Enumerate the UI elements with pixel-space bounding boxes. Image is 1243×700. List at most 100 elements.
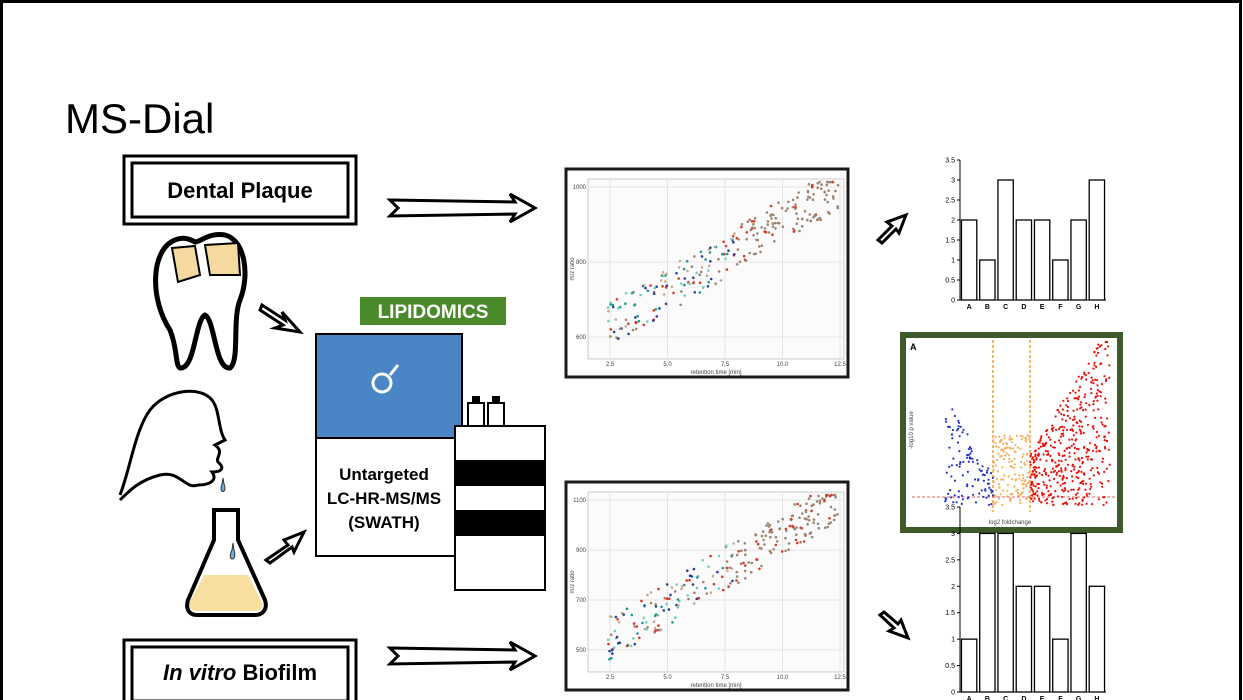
volcano-dot — [1054, 441, 1056, 443]
volcano-dot — [1071, 438, 1073, 440]
volcano-dot — [993, 461, 995, 463]
volcano-dot — [1018, 478, 1020, 480]
plot-dot — [828, 517, 831, 520]
plot-dot — [727, 249, 730, 252]
volcano-dot — [958, 425, 960, 427]
volcano-dot — [1013, 486, 1015, 488]
volcano-dot — [1033, 466, 1035, 468]
plot-dot — [775, 544, 778, 547]
volcano-dot — [994, 442, 996, 444]
plot-dot — [718, 555, 721, 558]
volcano-dot — [1104, 436, 1106, 438]
volcano-dot — [1075, 494, 1077, 496]
volcano-dot — [1083, 432, 1085, 434]
volcano-dot — [1081, 426, 1083, 428]
volcano-dot — [1017, 447, 1019, 449]
plot-dot — [709, 260, 712, 263]
plot-dot — [707, 269, 710, 272]
volcano-dot — [1020, 461, 1022, 463]
plot-dot — [806, 198, 809, 201]
volcano-dot — [1038, 498, 1040, 500]
plot-dot — [808, 183, 811, 186]
plot-dot — [654, 627, 657, 630]
volcano-dot — [988, 504, 990, 506]
volcano-dot — [1020, 467, 1022, 469]
volcano-dot — [1056, 474, 1058, 476]
volcano-dot — [1080, 401, 1082, 403]
volcano-dot — [1018, 474, 1020, 476]
plot-dot — [693, 602, 696, 605]
plot-dot — [710, 278, 713, 281]
plot-dot — [818, 527, 821, 530]
plot-dot — [795, 223, 798, 226]
volcano-dot — [1035, 475, 1037, 477]
bar — [1071, 220, 1086, 300]
plot-dot — [826, 184, 829, 187]
plot-dot — [757, 543, 760, 546]
volcano-dot — [1070, 470, 1072, 472]
plot-dot — [625, 325, 628, 328]
plot-dot — [735, 571, 738, 574]
volcano-dot — [961, 503, 963, 505]
plot-dot — [781, 518, 784, 521]
plot-dot — [751, 562, 754, 565]
volcano-dot — [1090, 381, 1092, 383]
plot-dot — [834, 514, 837, 517]
plot-dot — [699, 291, 702, 294]
plot-dot — [791, 525, 794, 528]
plot-dot — [753, 227, 756, 230]
volcano-dot — [980, 470, 982, 472]
volcano-dot — [1022, 474, 1024, 476]
plot-dot — [665, 303, 668, 306]
plot-dot — [632, 329, 635, 332]
plot-dot — [750, 571, 753, 574]
volcano-dot — [995, 445, 997, 447]
volcano-dot — [1015, 478, 1017, 480]
plot-dot — [617, 337, 620, 340]
volcano-dot — [1088, 363, 1090, 365]
plot-dot — [744, 577, 747, 580]
volcano-dot — [1097, 352, 1099, 354]
x-tick-label: 2.5 — [606, 362, 615, 368]
volcano-dot — [1009, 447, 1011, 449]
plot-dot — [833, 519, 836, 522]
plot-dot — [652, 319, 655, 322]
plot-dot — [702, 581, 705, 584]
plot-dot — [760, 226, 763, 229]
plot-dot — [649, 284, 652, 287]
volcano-dot — [1085, 402, 1087, 404]
volcano-dot — [962, 461, 964, 463]
plot-dot — [671, 621, 674, 624]
plot-dot — [777, 201, 780, 204]
volcano-dot — [1034, 498, 1036, 500]
volcano-dot — [972, 461, 974, 463]
plot-dot — [666, 284, 669, 287]
plot-dot — [717, 258, 720, 261]
volcano-dot — [1050, 445, 1052, 447]
plot-dot — [732, 542, 735, 545]
plot-dot — [813, 518, 816, 521]
volcano-dot — [1071, 445, 1073, 447]
x-tick-label: 12.5 — [834, 362, 846, 368]
volcano-dot — [957, 420, 959, 422]
y-tick-label: 1.5 — [945, 610, 955, 617]
plot-dot — [762, 539, 765, 542]
volcano-dot — [1036, 494, 1038, 496]
plot-dot — [609, 615, 612, 618]
plot-dot — [707, 285, 710, 288]
plot-dot — [709, 246, 712, 249]
volcano-dot — [974, 478, 976, 480]
volcano-dot — [1079, 386, 1081, 388]
plot-dot — [650, 602, 653, 605]
volcano-dot — [1100, 417, 1102, 419]
volcano-dot — [1014, 450, 1016, 452]
volcano-dot — [945, 421, 947, 423]
plot-dot — [684, 277, 687, 280]
plot-dot — [638, 320, 641, 323]
plot-dot — [660, 279, 663, 282]
plot-dot — [795, 212, 798, 215]
plot-dot — [810, 531, 813, 534]
volcano-dot — [967, 497, 969, 499]
plot-dot — [675, 583, 678, 586]
plot-dot — [832, 181, 835, 184]
